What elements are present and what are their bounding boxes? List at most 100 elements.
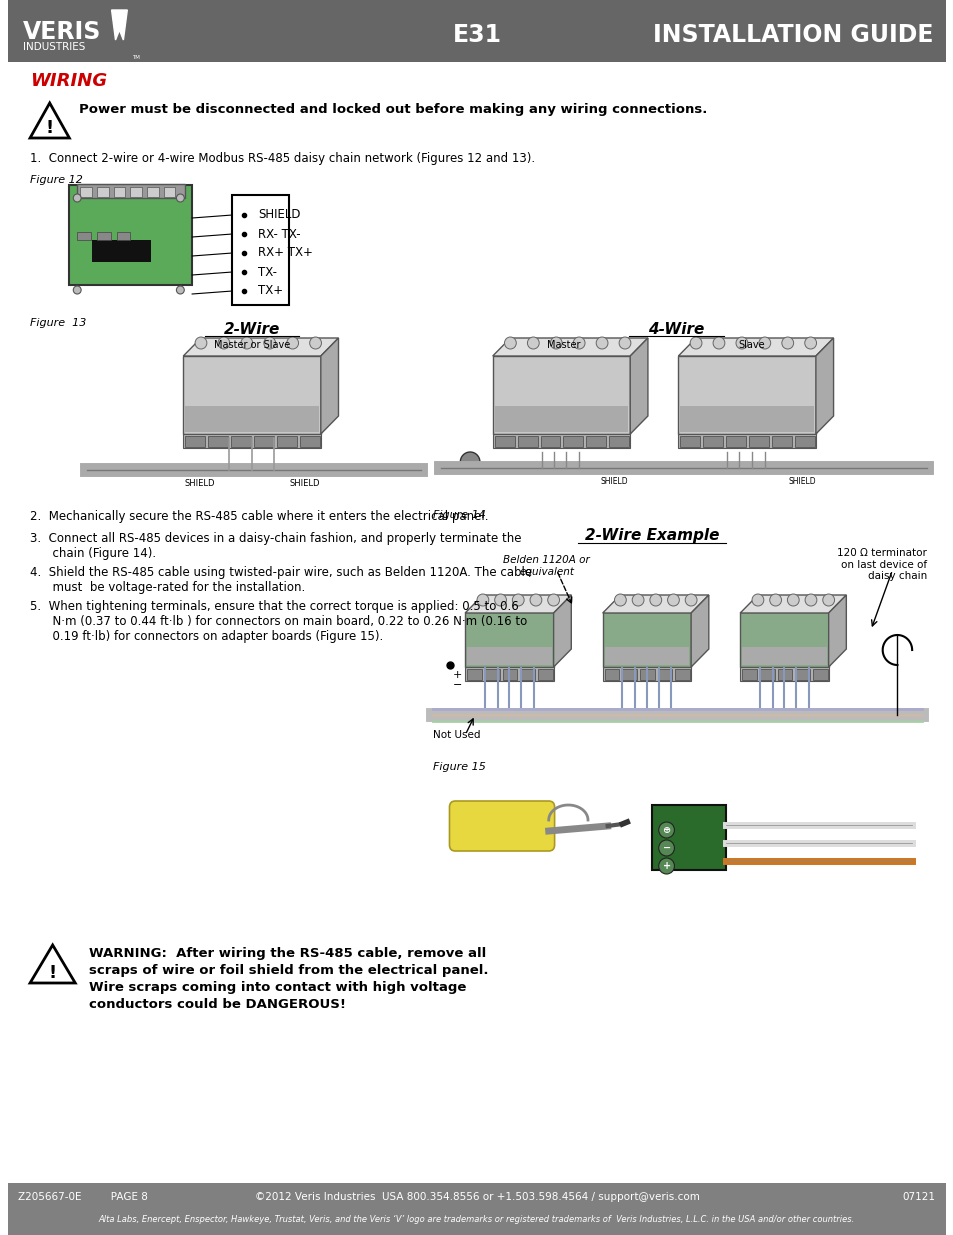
Circle shape xyxy=(287,337,298,350)
Bar xyxy=(517,436,537,447)
Polygon shape xyxy=(630,338,647,433)
Circle shape xyxy=(547,594,558,606)
Bar xyxy=(97,186,109,198)
Bar xyxy=(519,669,535,680)
Bar xyxy=(185,436,205,447)
Bar xyxy=(604,669,618,680)
Text: INDUSTRIES: INDUSTRIES xyxy=(23,42,86,52)
Bar xyxy=(9,0,944,62)
Text: 5.  When tightening terminals, ensure that the correct torque is applied: 0.5 to: 5. When tightening terminals, ensure tha… xyxy=(30,600,527,643)
Text: WIRING: WIRING xyxy=(30,72,107,90)
Bar xyxy=(9,1183,944,1235)
Bar xyxy=(771,436,791,447)
Bar xyxy=(91,240,151,262)
Text: 4.  Shield the RS-485 cable using twisted-pair wire, such as Belden 1120A. The c: 4. Shield the RS-485 cable using twisted… xyxy=(30,566,532,594)
Polygon shape xyxy=(690,595,708,667)
Circle shape xyxy=(512,594,523,606)
Bar xyxy=(537,669,552,680)
Circle shape xyxy=(550,337,561,350)
Circle shape xyxy=(769,594,781,606)
Bar xyxy=(563,436,583,447)
Bar xyxy=(131,186,142,198)
Circle shape xyxy=(689,337,701,350)
Bar xyxy=(208,436,228,447)
Text: Figure 15: Figure 15 xyxy=(433,762,485,772)
Bar xyxy=(116,232,131,240)
Bar xyxy=(651,805,725,869)
Bar xyxy=(741,669,756,680)
Bar xyxy=(740,613,828,667)
Bar xyxy=(484,669,499,680)
Circle shape xyxy=(530,594,541,606)
Text: Figure 12: Figure 12 xyxy=(30,175,83,185)
Bar xyxy=(621,669,637,680)
Circle shape xyxy=(786,594,799,606)
Circle shape xyxy=(310,337,321,350)
Circle shape xyxy=(596,337,607,350)
Circle shape xyxy=(241,337,253,350)
Text: 2.  Mechanically secure the RS-485 cable where it enters the electrical panel.: 2. Mechanically secure the RS-485 cable … xyxy=(30,510,488,522)
Circle shape xyxy=(618,337,630,350)
Polygon shape xyxy=(183,338,338,356)
Bar xyxy=(679,406,813,432)
Text: ©2012 Veris Industries  USA 800.354.8556 or +1.503.598.4564 / support@veris.com: ©2012 Veris Industries USA 800.354.8556 … xyxy=(254,1192,699,1202)
Bar xyxy=(657,669,672,680)
Bar xyxy=(147,186,158,198)
Bar xyxy=(233,195,289,305)
Bar xyxy=(741,647,826,664)
Text: −: − xyxy=(452,680,461,690)
Circle shape xyxy=(712,337,724,350)
Text: !: ! xyxy=(46,119,53,137)
Polygon shape xyxy=(112,10,127,40)
Circle shape xyxy=(804,594,816,606)
Text: 2-Wire: 2-Wire xyxy=(224,322,280,337)
Bar xyxy=(113,186,125,198)
Bar xyxy=(740,667,828,680)
Text: Figure 14: Figure 14 xyxy=(433,510,485,520)
Polygon shape xyxy=(815,338,833,433)
Bar xyxy=(725,436,745,447)
Polygon shape xyxy=(828,595,845,667)
Text: Slave: Slave xyxy=(738,340,764,350)
Text: 07121: 07121 xyxy=(902,1192,935,1202)
Bar xyxy=(602,613,690,667)
Bar xyxy=(80,186,91,198)
Circle shape xyxy=(504,337,516,350)
Text: Figure  13: Figure 13 xyxy=(30,317,87,329)
Circle shape xyxy=(649,594,661,606)
Text: ⊕: ⊕ xyxy=(661,825,670,835)
Bar xyxy=(586,436,606,447)
Circle shape xyxy=(632,594,643,606)
Circle shape xyxy=(264,337,275,350)
Bar xyxy=(492,356,630,433)
Circle shape xyxy=(821,594,834,606)
Text: SHIELD: SHIELD xyxy=(290,479,320,488)
Polygon shape xyxy=(678,338,833,356)
Bar xyxy=(495,436,514,447)
Bar xyxy=(492,433,630,448)
Bar xyxy=(164,186,175,198)
Circle shape xyxy=(73,194,81,203)
FancyBboxPatch shape xyxy=(449,802,554,851)
Text: !: ! xyxy=(49,965,56,982)
Text: RX+ TX+: RX+ TX+ xyxy=(257,247,313,259)
Text: TM: TM xyxy=(132,56,140,61)
Bar xyxy=(77,232,91,240)
Bar xyxy=(185,406,318,432)
Bar xyxy=(502,669,517,680)
Bar xyxy=(70,185,192,285)
Circle shape xyxy=(667,594,679,606)
Text: E31: E31 xyxy=(452,23,501,47)
Bar xyxy=(795,669,809,680)
Polygon shape xyxy=(492,338,647,356)
Bar xyxy=(702,436,722,447)
Bar xyxy=(253,436,274,447)
Circle shape xyxy=(658,858,674,874)
Bar xyxy=(231,436,251,447)
Text: +: + xyxy=(452,671,461,680)
Bar xyxy=(675,669,689,680)
Bar xyxy=(604,647,688,664)
Bar xyxy=(609,436,629,447)
Circle shape xyxy=(804,337,816,350)
Bar xyxy=(97,232,111,240)
